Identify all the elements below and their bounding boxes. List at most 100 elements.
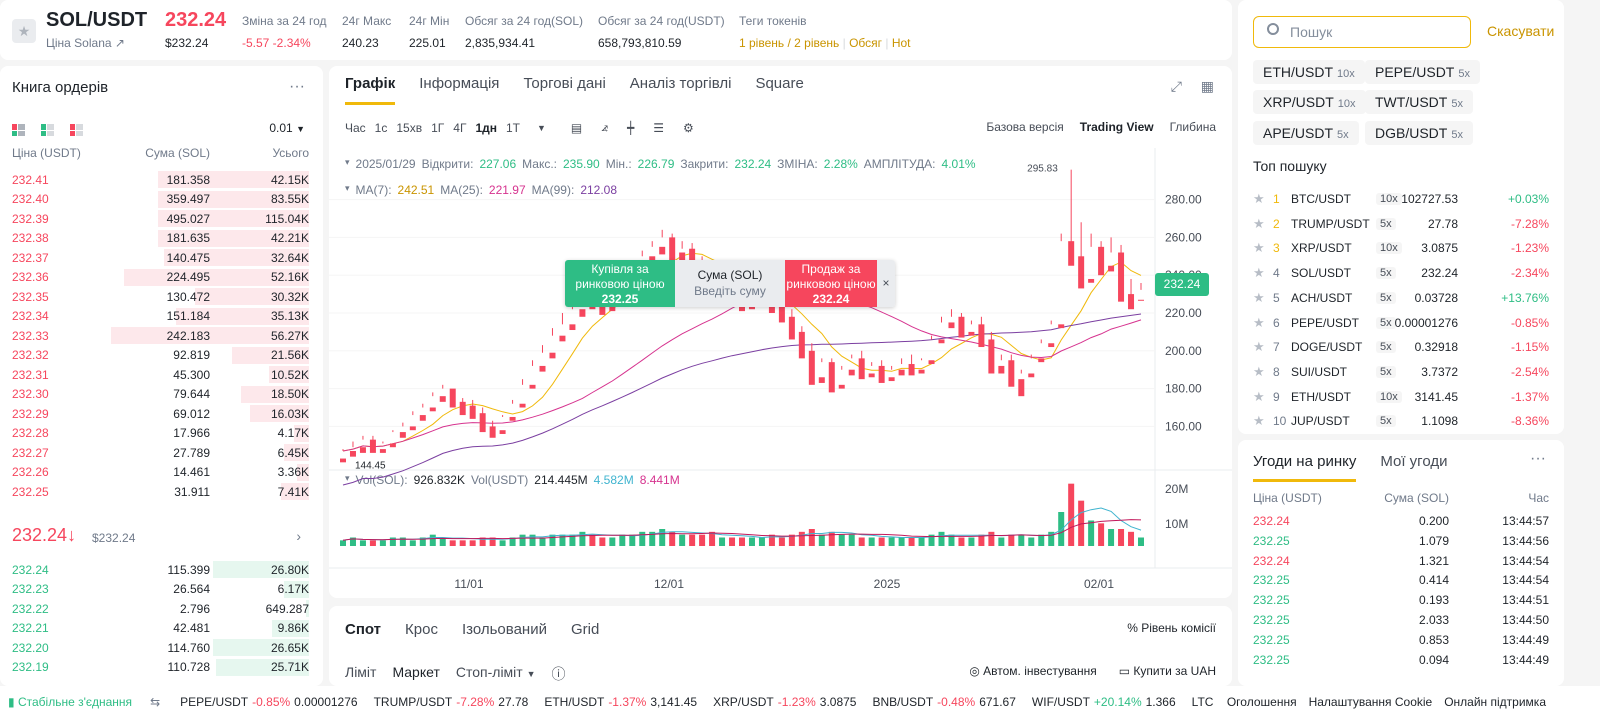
indicator-icon[interactable]: ⦨ [601, 120, 608, 134]
recent-chip[interactable]: ETH/USDT 10x [1253, 60, 1365, 84]
collapse-icon[interactable]: ▾ [345, 157, 350, 167]
tag-2[interactable]: Hot [891, 36, 911, 50]
favorite-star-icon[interactable]: ★ [1253, 413, 1265, 429]
top-search-row[interactable]: ★ 8 SUI/USDT 5x 3.7372 -2.54% [1253, 360, 1549, 384]
close-icon[interactable]: × [877, 260, 895, 307]
order-row[interactable]: 232.22 2.796 649.287 [0, 599, 309, 618]
trade-tab-3[interactable]: Grid [570, 621, 600, 638]
order-row[interactable]: 232.25 31.911 7.41K [0, 482, 309, 501]
favorite-star-icon[interactable]: ★ [1253, 215, 1265, 231]
tag-0[interactable]: 1 рівень / 2 рівень [739, 36, 840, 50]
collapse-icon[interactable]: ▾ [345, 473, 350, 483]
order-row[interactable]: 232.38 181.635 42.21K [0, 229, 309, 248]
interval-6[interactable]: 1Т [505, 120, 520, 135]
interval-4[interactable]: 4Г [453, 120, 467, 135]
favorite-star-icon[interactable]: ★ [1253, 388, 1265, 404]
more-options-icon[interactable]: ··· [1530, 450, 1546, 467]
layout-grid-icon[interactable]: ▦ [1200, 78, 1214, 94]
interval-dropdown-icon[interactable]: ▼ [537, 122, 546, 133]
candles-icon[interactable]: ┿ [627, 120, 635, 135]
order-row[interactable]: 232.40 359.497 83.55K [0, 190, 309, 209]
candlestick-chart[interactable]: 160.00180.00200.00220.00240.00260.00280.… [329, 148, 1232, 598]
favorite-star-icon[interactable]: ★ [1253, 265, 1265, 281]
calendar-icon[interactable]: ▤ [570, 120, 583, 135]
view-asks-icon[interactable] [70, 124, 83, 136]
favorite-star-icon[interactable]: ★ [1253, 289, 1265, 305]
chart-tab-0[interactable]: Графік [345, 75, 396, 105]
expand-icon[interactable]: ⤢ [1170, 78, 1182, 94]
market-buy-button[interactable]: Купівля за ринковою ціною 232.25 [565, 260, 675, 307]
chart-tab-2[interactable]: Торгові дані [523, 75, 606, 92]
top-search-row[interactable]: ★ 4 SOL/USDT 5x 232.24 -2.34% [1253, 261, 1549, 285]
tag-1[interactable]: Обсяг [849, 36, 883, 50]
order-row[interactable]: 232.20 114.760 26.65K [0, 638, 309, 657]
ticker-item[interactable]: PEPE/USDT -0.85% 0.00001276 [180, 695, 357, 709]
order-row[interactable]: 232.37 140.475 32.64K [0, 248, 309, 267]
top-search-row[interactable]: ★ 2 TRUMP/USDT 5x 27.78 -7.28% [1253, 212, 1549, 236]
tab-my-trades[interactable]: Мої угоди [1380, 453, 1448, 470]
chart-tab-1[interactable]: Інформація [419, 75, 500, 92]
interval-2[interactable]: 15хв [396, 120, 423, 135]
more-options-icon[interactable]: ··· [289, 78, 305, 95]
market-sell-button[interactable]: Продаж за ринковою ціною 232.24 [785, 260, 877, 307]
chart-view-0[interactable]: Базова версія [986, 120, 1064, 134]
recent-chip[interactable]: DGB/USDT 5x [1365, 121, 1473, 145]
order-row[interactable]: 232.29 69.012 16.03K [0, 404, 309, 423]
favorite-star-icon[interactable]: ★ [1253, 314, 1265, 330]
info-icon[interactable]: ⓘ [551, 666, 566, 682]
chart-tab-4[interactable]: Square [755, 75, 804, 92]
order-row[interactable]: 232.36 224.495 52.16K [0, 268, 309, 287]
order-row[interactable]: 232.26 14.461 3.36K [0, 463, 309, 482]
recent-chip[interactable]: APE/USDT 5x [1253, 121, 1359, 145]
view-both-icon[interactable] [12, 124, 25, 136]
ticker-item[interactable]: XRP/USDT -1.23% 3.0875 [713, 695, 856, 709]
top-search-row[interactable]: ★ 10 JUP/USDT 5x 1.1098 -8.36% [1253, 409, 1549, 433]
trade-tab-2[interactable]: Ізольований [461, 621, 547, 638]
auto-invest-link[interactable]: ◎ Автом. інвестування [969, 664, 1096, 678]
cookie-settings-link[interactable]: Налаштування Cookie [1308, 695, 1433, 709]
order-row[interactable]: 232.34 151.184 35.13K [0, 307, 309, 326]
order-row[interactable]: 232.24 115.399 26.80K [0, 560, 309, 579]
order-row[interactable]: 232.30 79.644 18.50K [0, 385, 309, 404]
ticker-item[interactable]: TRUMP/USDT -7.28% 27.78 [374, 695, 529, 709]
top-search-row[interactable]: ★ 9 ETH/USDT 10x 3141.45 -1.37% [1253, 385, 1549, 409]
interval-0[interactable]: Час [345, 120, 366, 135]
view-bids-icon[interactable] [41, 124, 54, 136]
top-search-row[interactable]: ★ 3 XRP/USDT 10x 3.0875 -1.23% [1253, 236, 1549, 260]
recent-chip[interactable]: TWT/USDT 5x [1365, 90, 1473, 114]
order-type-market[interactable]: Маркет [392, 664, 440, 680]
favorite-star-icon[interactable]: ★ [1253, 191, 1265, 206]
cancel-button[interactable]: Скасувати [1487, 23, 1555, 39]
recent-chip[interactable]: XRP/USDT 10x [1253, 90, 1366, 114]
top-search-row[interactable]: ★ 7 DOGE/USDT 5x 0.32918 -1.15% [1253, 335, 1549, 359]
trade-tab-0[interactable]: Спот [345, 621, 382, 638]
chart-view-1[interactable]: Trading View [1079, 120, 1154, 134]
favorite-star-icon[interactable]: ★ [1253, 363, 1265, 379]
order-row[interactable]: 232.33 242.183 56.27K [0, 326, 309, 345]
precision-select[interactable]: 0.01 ▼ [269, 121, 305, 135]
buy-uah-link[interactable]: ▭ Купити за UAH [1119, 664, 1216, 678]
favorite-star-icon[interactable]: ★ [1253, 240, 1265, 256]
announcements-link[interactable]: Оголошення [1226, 695, 1297, 709]
pair-subtitle[interactable]: Ціна Solana ↗ [46, 36, 125, 50]
drawing-icon[interactable]: ☰ [653, 120, 664, 135]
chart-view-2[interactable]: Глибина [1169, 120, 1216, 134]
favorite-star-icon[interactable]: ★ [1253, 339, 1265, 355]
order-row[interactable]: 232.32 92.819 21.56K [0, 346, 309, 365]
collapse-icon[interactable]: ▾ [345, 183, 350, 193]
order-row[interactable]: 232.27 27.789 6.45K [0, 443, 309, 462]
interval-3[interactable]: 1Г [431, 120, 445, 135]
order-row[interactable]: 232.28 17.966 4.17K [0, 424, 309, 443]
favorite-star-icon[interactable]: ★ [12, 19, 36, 43]
amount-field[interactable]: Сума (SOL) Введіть суму [675, 260, 785, 307]
settings-gear-icon[interactable]: ⚙ [683, 120, 694, 135]
ticker-settings-icon[interactable]: ⇆ [150, 695, 161, 709]
top-search-row[interactable]: ★ 5 ACH/USDT 5x 0.03728 +13.76% [1253, 286, 1549, 310]
order-row[interactable]: 232.35 130.472 30.32K [0, 287, 309, 306]
search-input[interactable]: Пошук [1253, 16, 1471, 48]
trade-tab-1[interactable]: Крос [405, 621, 438, 638]
fee-level-link[interactable]: % Рівень комісії [1127, 621, 1216, 635]
top-search-row[interactable]: ★ 1 BTC/USDT 10x 102727.53 +0.03% [1253, 187, 1549, 211]
order-row[interactable]: 232.23 26.564 6.17K [0, 580, 309, 599]
chart-tab-3[interactable]: Аналіз торгівлі [629, 75, 732, 92]
